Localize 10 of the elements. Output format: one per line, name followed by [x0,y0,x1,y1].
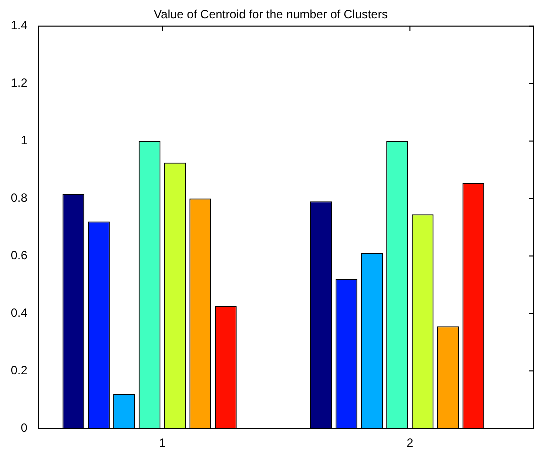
chart-title: Value of Centroid for the number of Clusters [154,8,388,22]
y-tick-label: 1.4 [10,18,28,33]
y-tick-label: 1 [20,134,28,148]
x-tick-label: 2 [406,436,414,450]
y-tick-label: 0 [20,420,28,435]
y-tick-label: 0.8 [10,191,28,206]
y-tick-label: 0.2 [10,363,28,378]
y-tick-label: 0.6 [10,248,28,263]
y-tick-label: 1.2 [10,76,28,90]
y-tick-label: 0.4 [10,306,28,320]
